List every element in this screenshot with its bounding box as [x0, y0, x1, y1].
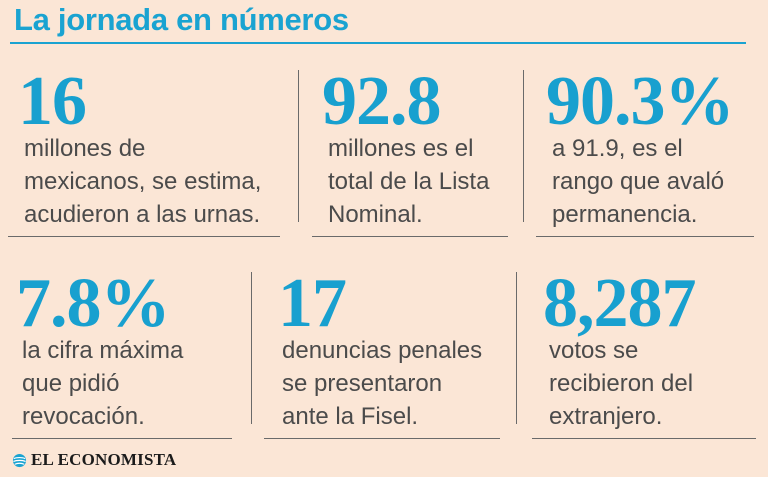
footer-brand: EL ECONOMISTA — [12, 450, 176, 470]
globe-logo-icon — [12, 453, 27, 467]
stat-description: denuncias penales se presentaron ante la… — [282, 337, 483, 430]
divider — [312, 236, 508, 237]
stat-number: 8,287 — [543, 265, 696, 342]
divider — [8, 236, 280, 237]
stat-description: a 91.9, es el rango que avaló permanenci… — [552, 135, 725, 228]
divider — [532, 438, 756, 439]
stat-number: 92.8 — [322, 63, 441, 140]
column-divider — [298, 70, 299, 222]
page-title: La jornada en números — [14, 2, 349, 37]
divider — [264, 438, 500, 439]
column-divider — [523, 70, 524, 222]
divider — [536, 236, 754, 237]
title-underline — [10, 42, 746, 44]
stat-number: 7.8% — [16, 265, 170, 342]
stat-description: votos se recibieron del extranjero. — [549, 337, 694, 430]
divider — [12, 438, 232, 439]
stat-description: millones de mexicanos, se estima, acudie… — [24, 135, 262, 228]
stat-description: millones es el total de la Lista Nominal… — [328, 135, 490, 228]
brand-name: EL ECONOMISTA — [31, 450, 177, 469]
stat-description: la cifra máxima que pidió revocación. — [22, 337, 184, 430]
column-divider — [516, 272, 517, 424]
stat-number: 16 — [18, 63, 87, 140]
stat-number: 90.3% — [546, 63, 734, 140]
stat-number: 17 — [278, 265, 347, 342]
column-divider — [251, 272, 252, 424]
